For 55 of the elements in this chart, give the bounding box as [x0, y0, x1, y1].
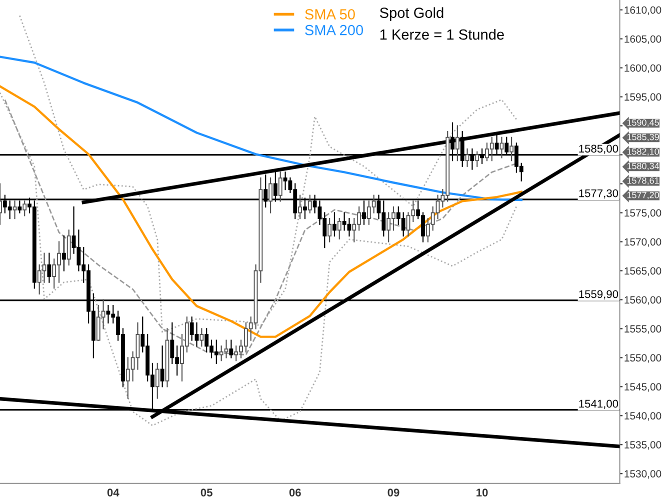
candlestick — [455, 125, 460, 162]
y-tick-label: 1545,00 — [624, 383, 662, 392]
ref-line-label: 1541,00 — [579, 400, 618, 409]
candlestick — [278, 172, 282, 202]
text: 1582,10 — [627, 148, 659, 156]
y-tick-label: 1535,00 — [624, 441, 662, 450]
legend-label: SMA 50 — [305, 9, 355, 20]
legend-label: SMA 200 — [305, 24, 364, 36]
y-tick-label: 1565,00 — [624, 267, 662, 276]
candlestick — [229, 340, 234, 358]
y-tick-label: 1595,00 — [624, 93, 662, 102]
y-tick-label: 1605,00 — [624, 35, 662, 44]
y-tick-label: 1540,00 — [624, 412, 662, 421]
text: 1580,34 — [627, 162, 660, 170]
ref-line-label: 1559,90 — [579, 290, 618, 300]
candlestick — [22, 200, 27, 216]
x-tick-label: 05 — [200, 488, 212, 496]
candlestick — [155, 362, 160, 399]
x-tick-label: 10 — [476, 488, 488, 496]
candlestick — [337, 218, 342, 240]
text: 1 Kerze = 1 Stunde — [380, 29, 504, 40]
y-tick-label: 1550,00 — [624, 354, 662, 363]
candlestick — [510, 136, 514, 162]
ref-line-label: 1577,30 — [579, 189, 618, 199]
candlestick — [160, 346, 164, 388]
candlestick — [475, 151, 480, 167]
candlestick — [12, 200, 17, 220]
candlestick — [268, 177, 272, 214]
y-tick-label: 1560,00 — [624, 296, 662, 305]
x-tick-label: 09 — [388, 488, 400, 496]
candlestick — [308, 194, 312, 214]
candlestick — [200, 328, 204, 347]
candlestick — [298, 194, 302, 220]
text: 1585,39 — [627, 134, 659, 142]
y-tick-label: 1570,00 — [624, 238, 662, 247]
line-series — [0, 92, 518, 426]
candlestick — [66, 230, 71, 266]
y-tick-label: 1555,00 — [624, 325, 662, 334]
x-tick-label: 06 — [289, 488, 301, 496]
chart-title: Spot Gold — [380, 7, 444, 21]
text: 1577,20 — [627, 192, 659, 200]
x-tick-label: 04 — [107, 488, 120, 496]
y-tick-label: 1575,00 — [624, 209, 662, 218]
candlestick — [328, 218, 332, 242]
candlestick — [500, 136, 504, 158]
candlestick — [332, 212, 336, 236]
candlestick — [62, 235, 66, 272]
candlestick — [47, 252, 52, 283]
y-tick-label: 1600,00 — [624, 64, 662, 73]
text: 1590,45 — [627, 119, 659, 127]
y-tick-label: 1530,00 — [624, 470, 662, 479]
ref-line-label: 1585,00 — [579, 144, 618, 154]
y-tick-label: 1610,00 — [624, 6, 662, 15]
line-series — [0, 56, 522, 202]
text: 1578,61 — [627, 177, 659, 185]
